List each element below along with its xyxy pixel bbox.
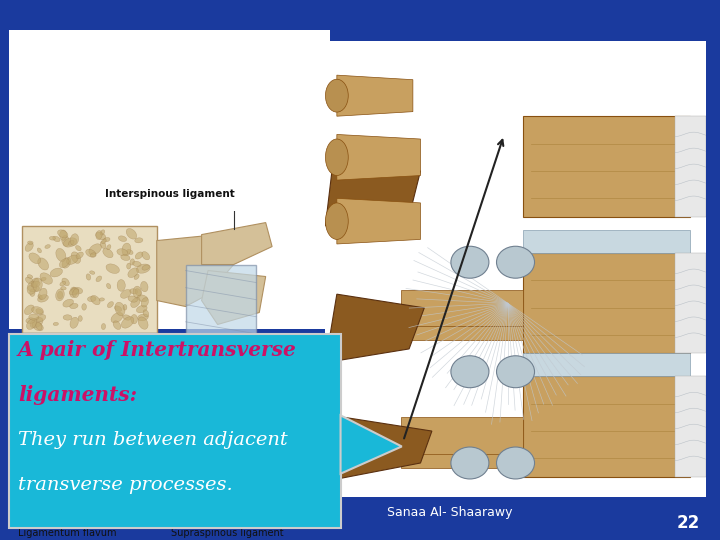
- Text: transverse processes.: transverse processes.: [18, 476, 233, 494]
- Text: Sanaa Al- Shaarawy: Sanaa Al- Shaarawy: [387, 507, 513, 519]
- FancyBboxPatch shape: [9, 334, 341, 528]
- Text: They run between adjacent: They run between adjacent: [18, 430, 288, 449]
- Text: ligaments:: ligaments:: [18, 386, 137, 406]
- Text: Prof. Saeed Abuel Makarem & Dr.: Prof. Saeed Abuel Makarem & Dr.: [346, 487, 554, 500]
- Bar: [9, 30, 330, 329]
- Text: A pair of Intertransverse: A pair of Intertransverse: [18, 340, 297, 360]
- Text: 22: 22: [677, 514, 700, 532]
- Bar: [325, 40, 706, 497]
- Polygon shape: [341, 415, 402, 474]
